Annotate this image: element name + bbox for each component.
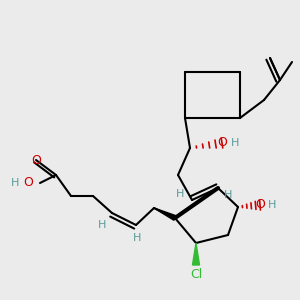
- Text: H: H: [98, 220, 106, 230]
- Text: H: H: [224, 190, 232, 200]
- Polygon shape: [154, 208, 176, 220]
- Text: H: H: [231, 138, 239, 148]
- Text: H: H: [268, 200, 276, 210]
- Text: H: H: [11, 178, 19, 188]
- Text: H: H: [133, 233, 141, 243]
- Text: O: O: [255, 199, 265, 212]
- Text: Cl: Cl: [190, 268, 202, 281]
- Text: O: O: [31, 154, 41, 166]
- Text: H: H: [176, 189, 184, 199]
- Text: O: O: [23, 176, 33, 190]
- Text: O: O: [217, 136, 227, 149]
- Polygon shape: [193, 243, 200, 265]
